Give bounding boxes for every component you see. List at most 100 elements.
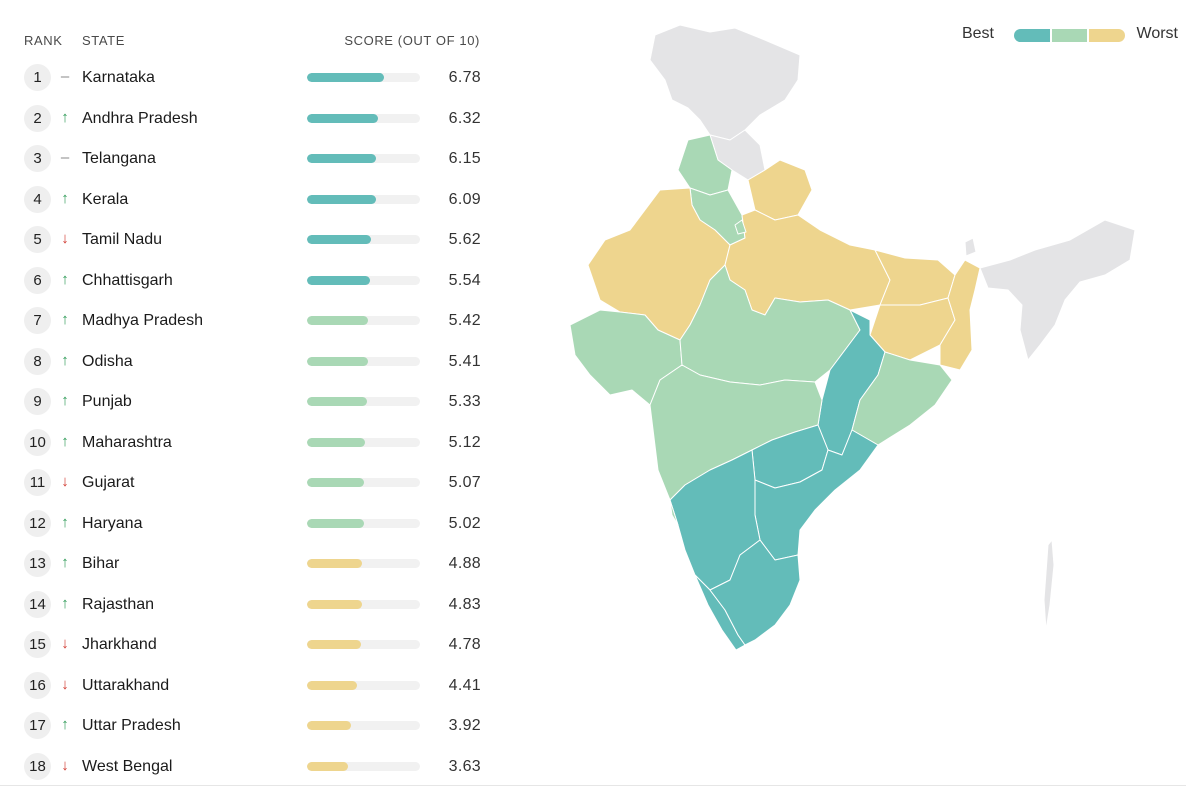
legend-swatch-best <box>1014 29 1050 42</box>
score-value: 3.92 <box>448 717 481 734</box>
score-bar-track <box>307 154 420 163</box>
score-value: 5.54 <box>448 271 481 289</box>
legend-swatch-worst <box>1087 29 1125 42</box>
table-row: 4 ↑ Kerala 6.09 <box>24 179 484 220</box>
score-bar <box>307 113 379 123</box>
rank-badge: 14 <box>24 590 51 618</box>
score-bar-track <box>307 721 420 730</box>
arrow-down-icon: ↓ <box>61 756 69 774</box>
map-region-uttar-pradesh <box>724 209 891 316</box>
score-value: 5.07 <box>448 474 481 491</box>
state-name: Uttar Pradesh <box>82 717 181 734</box>
legend-swatch-middle <box>1049 29 1088 42</box>
arrow-down-icon: ↓ <box>61 230 69 247</box>
india-choropleth-map <box>569 24 1136 651</box>
score-value: 6.32 <box>448 109 481 127</box>
table-row: 7 ↑ Madhya Pradesh 5.42 <box>24 300 484 341</box>
state-name: Kerala <box>82 190 129 208</box>
score-bar <box>307 194 376 204</box>
rank-badge: 9 <box>24 388 51 415</box>
score-bar-track <box>307 316 420 325</box>
score-value: 5.33 <box>448 393 481 410</box>
rank-badge: 18 <box>24 752 51 780</box>
state-name: Uttarakhand <box>82 676 170 694</box>
state-name: Rajasthan <box>82 595 155 613</box>
score-bar-track <box>307 599 420 609</box>
state-name: Madhya Pradesh <box>82 312 203 329</box>
score-value: 4.83 <box>448 595 481 613</box>
score-bar-track <box>307 559 420 568</box>
arrow-up-icon: ↑ <box>61 351 69 369</box>
score-bar-track <box>307 640 420 649</box>
rank-column-header: RANK <box>24 33 63 48</box>
arrow-up-icon: ↑ <box>61 513 69 531</box>
state-name: Gujarat <box>82 474 135 491</box>
table-header: RANK STATE SCORE (OUT OF 10) <box>24 33 484 49</box>
table-row: 8 ↑ Odisha 5.41 <box>24 341 484 382</box>
score-bar <box>307 761 349 771</box>
state-name: Karnataka <box>82 69 155 86</box>
state-name: Maharashtra <box>82 433 172 451</box>
rank-badge: 8 <box>24 347 51 375</box>
arrow-up-icon: ↑ <box>61 716 69 733</box>
score-value: 6.15 <box>448 150 481 167</box>
map-region-tamil-nadu <box>709 539 801 646</box>
state-name: Bihar <box>82 555 120 572</box>
arrow-up-icon: ↑ <box>61 432 69 450</box>
table-row: 10 ↑ Maharashtra 5.12 <box>24 422 484 463</box>
score-value: 4.88 <box>448 555 481 572</box>
dash-icon: – <box>60 149 70 166</box>
score-value: 5.42 <box>448 312 481 329</box>
rank-badge: 15 <box>24 631 51 658</box>
score-value: 5.12 <box>448 433 481 451</box>
score-bar <box>307 599 362 609</box>
arrow-up-icon: ↑ <box>61 594 69 612</box>
table-row: 12 ↑ Haryana 5.02 <box>24 503 484 544</box>
state-name: Jharkhand <box>82 636 157 653</box>
score-bar-track <box>307 275 420 285</box>
table-row: 14 ↑ Rajasthan 4.83 <box>24 584 484 625</box>
table-row: 1– Karnataka 6.78 <box>24 57 484 98</box>
rank-badge: 12 <box>24 509 51 537</box>
score-bar-track <box>307 397 420 406</box>
score-bar <box>307 680 357 690</box>
score-value: 4.41 <box>448 676 481 694</box>
arrow-up-icon: ↑ <box>61 270 69 288</box>
arrow-up-icon: ↑ <box>61 189 69 207</box>
state-name: Chhattisgarh <box>82 271 173 289</box>
table-row: 13 ↑ Bihar 4.88 <box>24 543 484 584</box>
score-value: 5.02 <box>448 514 481 532</box>
map-region-sikkim <box>964 237 977 257</box>
score-bar-track <box>307 235 420 244</box>
score-bar <box>307 437 365 447</box>
map-region-goa <box>669 499 679 526</box>
score-bar <box>307 559 363 568</box>
map-region-jammu-kashmir <box>649 24 801 141</box>
rank-badge: 13 <box>24 550 51 577</box>
score-value: 3.63 <box>448 757 481 775</box>
score-bar <box>307 235 371 244</box>
table-row: 2 ↑ Andhra Pradesh 6.32 <box>24 98 484 139</box>
score-bar-track <box>307 113 420 123</box>
dash-icon: – <box>60 68 70 85</box>
map-region-northeast <box>979 219 1136 361</box>
state-column-header: STATE <box>82 33 125 48</box>
map-region-andaman-islands <box>1043 539 1055 631</box>
map-region-delhi <box>734 219 747 235</box>
table-row: 17 ↑ Uttar Pradesh 3.92 <box>24 705 484 746</box>
score-bar <box>307 154 377 163</box>
state-name: Telangana <box>82 150 156 167</box>
score-value: 5.41 <box>448 352 481 370</box>
score-value: 5.62 <box>448 231 481 248</box>
rank-badge: 2 <box>24 104 51 132</box>
table-body: 1– Karnataka 6.78 2 ↑ Andhra Pradesh 6.32 3– Tel… <box>24 57 484 786</box>
score-bar <box>307 518 364 528</box>
rank-badge: 11 <box>24 469 51 496</box>
map-region-west-bengal <box>939 259 981 371</box>
score-bar-track <box>307 680 420 690</box>
score-bar <box>307 640 361 649</box>
arrow-up-icon: ↑ <box>61 108 69 126</box>
score-bar <box>307 721 352 730</box>
table-row: 15 ↓ Jharkhand 4.78 <box>24 624 484 665</box>
state-name: Haryana <box>82 514 143 532</box>
